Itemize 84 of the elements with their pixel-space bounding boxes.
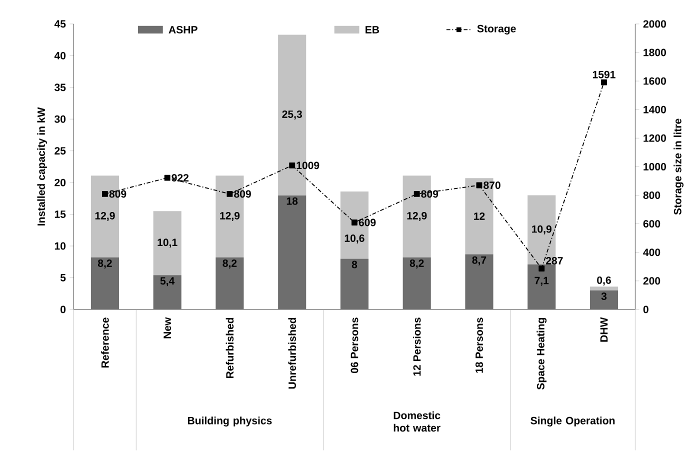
data-label: 10,1 — [158, 238, 178, 248]
y-axis-title: Installed capacity in kW — [37, 107, 48, 226]
legend-label: Storage — [477, 25, 516, 35]
y-tick-label: 40 — [54, 52, 66, 60]
legend-label: ASHP — [168, 26, 198, 34]
y2-tick-label: 200 — [643, 277, 660, 285]
y-tick-label: 25 — [54, 147, 66, 155]
data-label: 12,9 — [95, 212, 115, 222]
y2-tick-label: 1800 — [644, 48, 666, 56]
data-label: 5,4 — [160, 277, 175, 286]
data-label: 809 — [234, 190, 251, 198]
y-tick-label: 10 — [54, 242, 66, 250]
text: Building physics — [188, 416, 272, 427]
data-label: 8,2 — [98, 260, 112, 269]
y-tick-label: 20 — [54, 179, 66, 186]
point — [352, 220, 358, 226]
y-tick-label: 0 — [60, 306, 66, 314]
x-tick-label: New — [164, 317, 172, 338]
point — [538, 266, 545, 272]
data-label: 8,2 — [410, 260, 424, 269]
y-tick-label: 35 — [54, 84, 66, 92]
data-label: 870 — [484, 182, 500, 190]
y2-axis-title: Storage size in litre — [674, 118, 684, 215]
data-label: 10,6 — [344, 234, 364, 244]
point — [164, 175, 170, 181]
bar — [528, 264, 556, 310]
bar — [216, 258, 244, 310]
data-label: 12,9 — [220, 212, 240, 222]
point — [289, 162, 296, 169]
data-label: 8 — [352, 260, 358, 268]
y-tick-label: 45 — [54, 20, 66, 28]
data-label: 0,6 — [597, 276, 611, 286]
y2-tick-label: 800 — [643, 192, 660, 200]
data-label: 10,9 — [532, 226, 552, 234]
bar — [402, 258, 431, 310]
data-label: 18 — [286, 198, 298, 205]
x-tick-label: Refurbished — [226, 318, 234, 378]
bar — [153, 275, 182, 310]
data-label: 7,1 — [534, 277, 549, 286]
bar — [340, 258, 369, 310]
point — [601, 80, 607, 86]
y2-tick-label: 600 — [643, 220, 660, 228]
data-label: 287 — [546, 257, 563, 265]
y2-tick-label: 1200 — [644, 134, 666, 142]
data-label: 12 — [474, 212, 485, 220]
x-tick-label: 06 Persons — [350, 318, 358, 374]
bar — [465, 254, 494, 310]
y-tick-label: 30 — [54, 116, 66, 124]
y2-tick-label: 1400 — [644, 106, 666, 114]
y2-tick-label: 1000 — [644, 163, 666, 171]
y2-tick-label: 1600 — [644, 78, 666, 85]
x-tick-label: Reference — [101, 318, 109, 368]
x-tick-label: 12 Persions — [412, 318, 421, 376]
bar — [278, 195, 306, 310]
x-tick-label: Unrefurbished — [288, 318, 296, 389]
y-tick-label: 5 — [60, 274, 66, 282]
data-label: 8,7 — [472, 256, 486, 266]
y2-tick-label: 0 — [643, 306, 648, 314]
data-label: 25,3 — [282, 110, 302, 120]
data-label: 809 — [421, 190, 438, 198]
data-label: 12,9 — [407, 212, 427, 222]
point — [414, 191, 420, 198]
data-label: 1009 — [296, 162, 320, 170]
y-tick-label: 15 — [54, 210, 66, 218]
bar — [153, 211, 182, 276]
bar — [590, 290, 618, 310]
point — [102, 191, 108, 198]
text: Domestic hot water — [394, 412, 440, 432]
bar — [590, 286, 618, 291]
data-label: 922 — [172, 174, 189, 182]
bar — [90, 258, 119, 310]
data-label: 609 — [358, 218, 376, 226]
data-label: 8,2 — [222, 260, 237, 269]
x-tick-label: DHW — [600, 317, 608, 342]
point — [226, 191, 233, 198]
legend-label: EB — [366, 26, 380, 34]
y2-tick-label: 2000 — [643, 20, 666, 28]
x-tick-label: 18 Persons — [476, 318, 483, 373]
data-label: 809 — [109, 190, 126, 198]
data-label: 3 — [601, 292, 607, 300]
text: Single Operation — [530, 416, 615, 427]
y2-tick-label: 400 — [643, 248, 660, 256]
data-label: 1591 — [592, 71, 616, 78]
x-tick-label: Space Heating — [536, 318, 547, 390]
